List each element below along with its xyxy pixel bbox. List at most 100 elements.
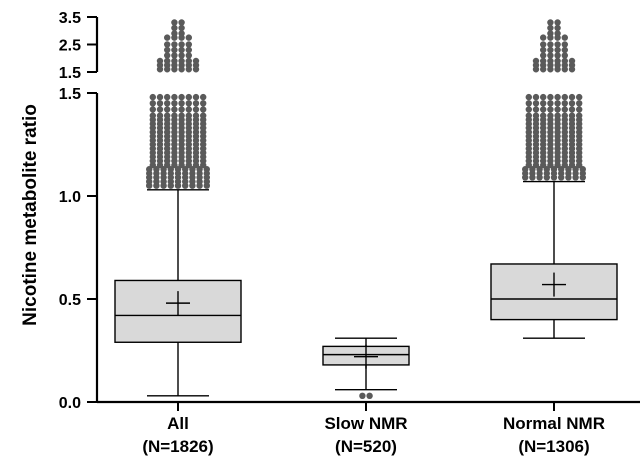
outlier-point [529,166,536,173]
outlier-point [185,46,192,54]
outlier-point [164,100,171,107]
outlier-point [554,41,561,48]
outlier-point [540,100,547,107]
outlier-point [568,112,576,119]
outlier-point [149,93,156,101]
outlier-point [178,30,185,37]
outlier-point [525,93,532,101]
outlier-point [192,106,200,113]
outlier-point [568,106,576,113]
outlier-point [561,106,568,113]
outlier-point [561,112,568,119]
outlier-point [540,112,547,119]
outlier-point [561,46,568,54]
outlier-point [178,41,185,48]
outlier-point [185,106,192,113]
outlier-point [171,93,178,101]
outlier-point [547,41,554,48]
outlier-point [171,41,178,48]
y-tick-label: 1.0 [59,189,81,206]
outlier-point [178,93,185,101]
outlier-point [178,52,185,59]
x-tick-sample-size-label: (N=1306) [518,437,589,456]
outlier-point [540,57,547,65]
outlier-point [192,93,200,101]
outlier-point [554,46,561,54]
outlier-point [540,52,547,59]
outlier-point [561,34,568,41]
outlier-point [171,46,178,54]
outlier-point [554,112,561,119]
outlier-point [568,100,576,107]
outlier-point [532,106,540,113]
y-tick-label: 0.5 [59,292,81,309]
x-tick-label: All [167,414,189,433]
outlier-point [185,93,192,101]
outlier-point [576,106,583,113]
plot-area: All (N=1826) Slow NMR (N=520) Normal NMR (N=1… [114,19,618,456]
outlier-point [525,112,532,119]
outlier-point [540,106,547,113]
outlier-point [203,166,210,173]
outlier-point [532,112,540,119]
outlier-point [554,57,561,65]
outlier-point [576,93,583,101]
outlier-point [554,19,561,26]
outlier-point [164,93,171,101]
outlier-point [156,100,164,107]
outlier-point [525,100,532,107]
outlier-point [164,106,171,113]
outlier-point [522,166,529,173]
outlier-point [532,100,540,107]
outlier-point [171,30,178,37]
outlier-point [156,112,164,119]
outlier-point [178,112,185,119]
outlier-point [554,52,561,59]
outlier-point [164,112,171,119]
y-axis: 0.0 0.5 1.0 1.5 1.5 2.5 3.5 [59,10,640,412]
outlier-point [178,100,185,107]
outlier-point [185,52,192,59]
outlier-point [174,166,182,173]
x-tick-sample-size-label: (N=520) [335,437,397,456]
outlier-point [554,106,561,113]
outlier-point [366,392,373,400]
box-group-all: All (N=1826) [114,19,242,456]
outlier-point [178,24,185,32]
outlier-point [146,166,153,173]
outlier-point [178,57,185,65]
outlier-point [200,93,207,101]
outlier-point [359,392,366,400]
outlier-point [171,112,178,119]
outlier-point [149,106,156,113]
outlier-point [547,30,554,37]
y-tick-label: 0.0 [59,395,81,412]
outlier-point [547,24,554,32]
outlier-point [164,52,171,59]
outlier-point [164,57,171,65]
outlier-point [164,46,171,54]
outlier-point [185,34,192,41]
outlier-point [536,166,543,173]
outlier-point [185,57,192,65]
box-group-slow-nmr: Slow NMR (N=520) [322,337,410,456]
outlier-point [192,112,200,119]
outlier-point [156,106,164,113]
y-tick-label: 1.5 [59,86,81,103]
outlier-point [547,93,554,101]
outlier-point [561,41,568,48]
outlier-point [164,34,171,41]
outlier-point [189,166,196,173]
outlier-point [171,106,178,113]
outlier-point [178,106,185,113]
outlier-point [540,34,547,41]
outlier-point [178,46,185,54]
outlier-point [153,166,160,173]
outlier-point [547,112,554,119]
y-axis-title: Nicotine metabolite ratio [20,104,41,326]
outlier-point [550,166,558,173]
outlier-point [200,106,207,113]
outlier-point [547,106,554,113]
outlier-point [572,166,579,173]
outlier-point [568,93,576,101]
